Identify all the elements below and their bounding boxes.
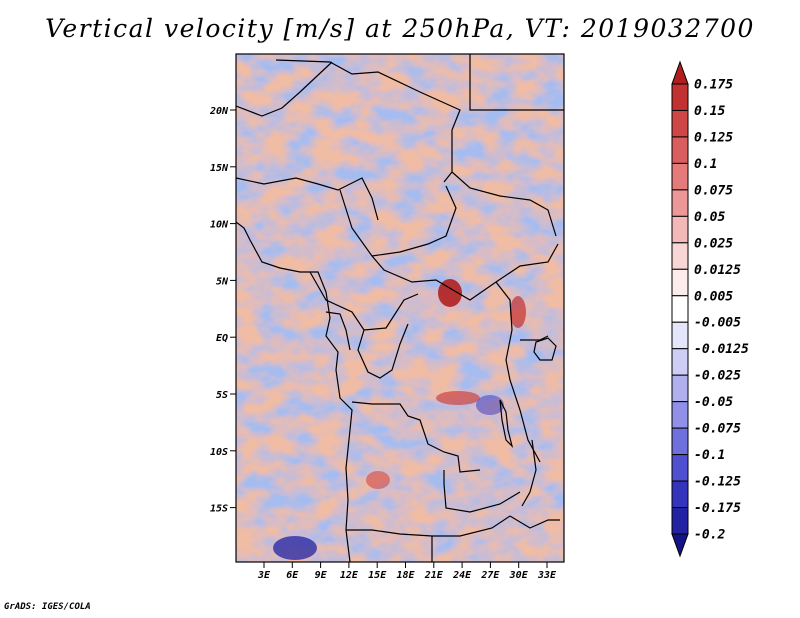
updraft-cell bbox=[436, 391, 480, 405]
colorbar-segment bbox=[671, 83, 689, 111]
lat-label: 15N bbox=[210, 163, 229, 174]
border-malawi bbox=[521, 439, 537, 507]
border-north bbox=[275, 59, 461, 183]
colorbar-segment bbox=[671, 136, 689, 164]
colorbar-segment bbox=[671, 374, 689, 403]
colorbar-segment bbox=[671, 189, 689, 217]
border-sahel bbox=[236, 177, 379, 221]
lake-outline bbox=[499, 399, 514, 448]
lat-label: 5S bbox=[216, 390, 228, 401]
chart-title: Vertical velocity [m/s] at 250hPa, VT: 2… bbox=[45, 14, 755, 43]
colorbar-segment bbox=[671, 242, 689, 270]
lat-label: 10N bbox=[210, 220, 229, 231]
colorbar-label: 0.175 bbox=[694, 78, 733, 93]
border-chad-car bbox=[339, 185, 457, 257]
updraft-cell bbox=[510, 296, 526, 328]
colorbar-label: -0.05 bbox=[694, 395, 733, 410]
velocity-field bbox=[236, 54, 564, 562]
lon-label: 6E bbox=[286, 570, 299, 581]
downdraft-cell bbox=[273, 536, 317, 560]
border-libya-sudan bbox=[469, 54, 564, 111]
colorbar-segment bbox=[671, 348, 689, 376]
colorbar-label: -0.175 bbox=[694, 501, 741, 516]
colorbar-label: 0.0125 bbox=[694, 263, 741, 278]
grads-credit: GrADS: IGES/COLA bbox=[4, 602, 91, 612]
colorbar-segment bbox=[671, 427, 689, 456]
lat-label: 15S bbox=[210, 504, 228, 515]
border-car-drc bbox=[371, 243, 559, 301]
colorbar-segment bbox=[671, 295, 689, 323]
lake-victoria bbox=[533, 337, 557, 361]
border-east bbox=[495, 281, 541, 463]
colorbar-label: 0.025 bbox=[694, 236, 733, 251]
updraft-cell bbox=[366, 471, 390, 489]
colorbar-label: -0.1 bbox=[694, 448, 725, 463]
border-sudan-south bbox=[451, 171, 557, 237]
border-congo-drc bbox=[357, 323, 409, 379]
colorbar-label: -0.025 bbox=[694, 369, 741, 384]
colorbar-segment bbox=[671, 401, 689, 429]
lon-label: 21E bbox=[424, 570, 444, 581]
colorbar-segment bbox=[671, 215, 689, 244]
lon-label: 24E bbox=[452, 570, 472, 581]
colorbar-label: -0.075 bbox=[694, 422, 741, 437]
colorbar: 0.175 0.15 0.125 0.1 0.075 0.05 0.025 0.0125 0.0… bbox=[671, 60, 749, 558]
colorbar-label: 0.005 bbox=[694, 289, 733, 304]
lon-label: 15E bbox=[368, 570, 387, 581]
border-mozambique bbox=[509, 515, 560, 529]
border-gabon bbox=[325, 311, 351, 351]
colorbar-label: 0.075 bbox=[694, 183, 733, 198]
border-angola-zambia bbox=[443, 470, 521, 513]
colorbar-label: 0.1 bbox=[694, 157, 717, 172]
latitude-axis: 20N 15N 10N 5N EQ 5S 10S 15S bbox=[209, 106, 236, 515]
colorbar-segment bbox=[671, 454, 689, 482]
colorbar-label: -0.005 bbox=[694, 316, 741, 331]
border-angola-drc bbox=[351, 401, 481, 473]
colorbar-label: 0.05 bbox=[694, 210, 725, 225]
coastline-west-africa bbox=[236, 221, 353, 562]
lon-label: 3E bbox=[257, 570, 271, 581]
colorbar-label: 0.125 bbox=[694, 130, 733, 145]
colorbar-segment bbox=[671, 507, 689, 535]
longitude-axis: 3E 6E 9E 12E 15E 18E 21E 24E 27E 30E 33E bbox=[257, 562, 557, 581]
triangle-up-icon bbox=[671, 60, 689, 85]
triangle-down-icon bbox=[671, 533, 689, 558]
strong-updraft-cell bbox=[438, 279, 462, 307]
lat-label: 10S bbox=[210, 447, 228, 458]
lon-label: 33E bbox=[537, 570, 557, 581]
colorbar-label: -0.0125 bbox=[694, 342, 749, 357]
border-niger-chad bbox=[236, 61, 333, 117]
colorbar-segment bbox=[671, 268, 689, 297]
colorbar-segment bbox=[671, 109, 689, 138]
colorbar-segment bbox=[671, 480, 689, 509]
lon-label: 27E bbox=[480, 570, 500, 581]
country-borders bbox=[236, 54, 564, 562]
colorbar-segment bbox=[671, 162, 689, 191]
lat-label: EQ bbox=[216, 333, 228, 344]
lon-label: 18E bbox=[396, 570, 415, 581]
velocity-features bbox=[273, 279, 526, 560]
lat-label: 5N bbox=[216, 276, 229, 287]
lon-label: 30E bbox=[509, 570, 529, 581]
border-tanzania bbox=[520, 335, 549, 341]
map-frame bbox=[235, 53, 565, 563]
lat-label: 20N bbox=[209, 106, 229, 117]
map-panel bbox=[235, 53, 565, 563]
colorbar-label: 0.15 bbox=[694, 104, 725, 119]
colorbar-label: -0.125 bbox=[694, 475, 741, 490]
colorbar-segment bbox=[671, 321, 689, 350]
downdraft-cell bbox=[476, 395, 504, 415]
colorbar-label: -0.2 bbox=[694, 528, 725, 543]
lon-label: 9E bbox=[315, 570, 328, 581]
lon-label: 12E bbox=[340, 570, 359, 581]
